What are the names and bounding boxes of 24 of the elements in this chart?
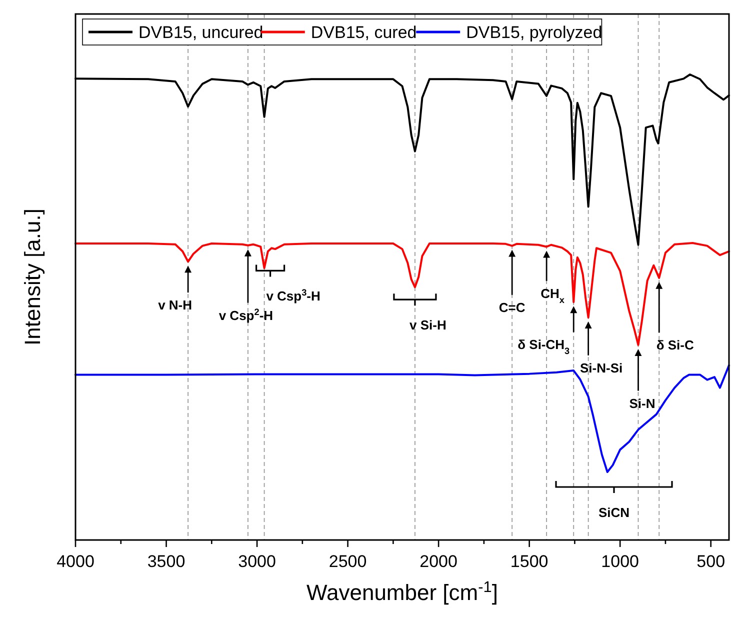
x-tick-label: 1500 [510,552,548,571]
annotation: CH$_{x}$ [540,286,564,305]
x-tick-label: 2500 [328,552,367,571]
annotation: SiCN [598,505,630,520]
annotation: δ Si-C [656,338,694,353]
annotation: δ Si-CH$_{3}$ [518,337,570,356]
annotation: C=C [498,300,526,315]
legend-label: DVB15, pyrolyzed [466,23,602,42]
x-tick-label: 2000 [420,552,458,571]
annotation: v Csp$^{2}$-H [218,306,274,323]
legend-label: DVB15, uncured [138,23,264,42]
legend-label: DVB15, cured [310,23,417,42]
x-tick-label: 500 [696,552,726,571]
x-tick-label: 3000 [238,552,276,571]
annotation: v Csp$^{3}$-H [266,288,320,304]
annotation: v Si-H [410,318,446,333]
annotation: v N-H [158,298,192,313]
x-tick-label: 3500 [147,552,186,571]
annotation: Si-N-Si [580,360,623,376]
x-tick-label: 4000 [56,552,94,571]
x-tick-label: 1000 [601,552,639,571]
y-axis-title: Intensity [a.u.] [20,208,45,346]
annotation: Si-N [629,396,656,411]
x-axis-title: Wavenumber [cm$^{-1}$] [306,578,498,605]
